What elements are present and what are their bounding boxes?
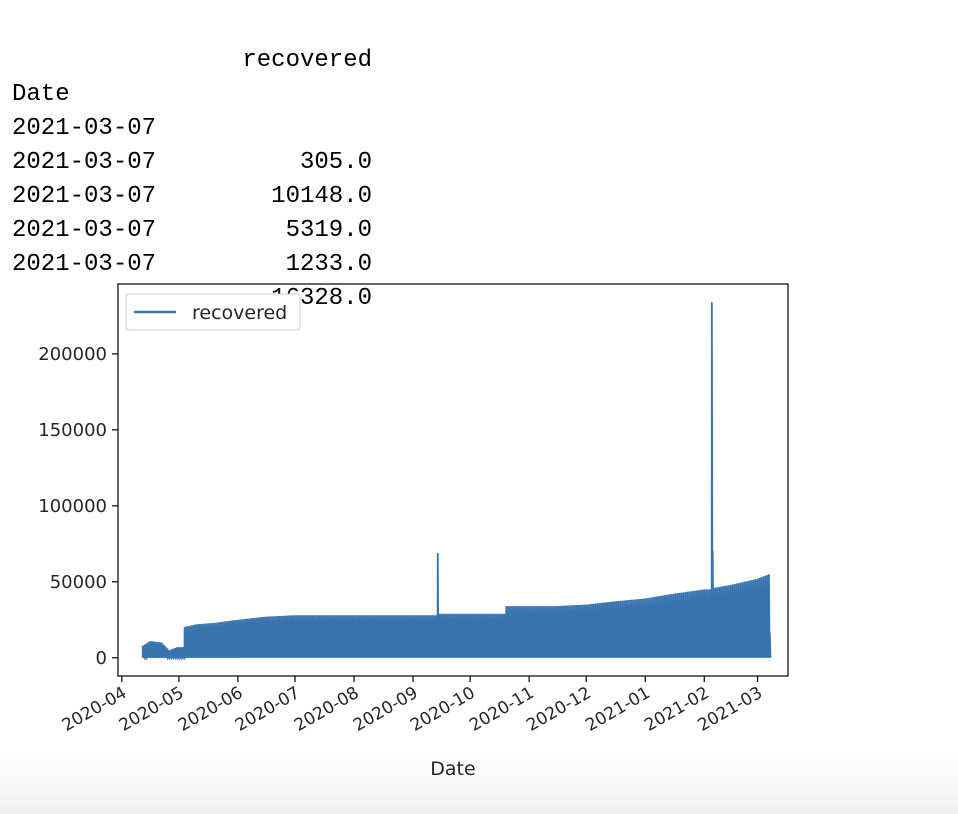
series-layer xyxy=(141,302,772,662)
y-axis: 0 50000 100000 150000 200000 xyxy=(38,344,118,669)
x-tick-label: 2020-11 xyxy=(466,683,538,736)
plot-frame xyxy=(117,283,789,677)
y-tick-label: 50000 xyxy=(50,572,107,593)
x-tick-label: 2020-04 xyxy=(59,683,131,736)
table-index-row: Date xyxy=(12,44,372,108)
row-date: 2021-03-07 xyxy=(12,115,157,142)
x-tick-label: 2021-01 xyxy=(582,683,654,736)
y-tick-label: 0 xyxy=(96,648,107,669)
row-recovered-value: 1233.0 xyxy=(285,251,372,278)
row-recovered-value: 10148.0 xyxy=(271,183,372,210)
y-tick-label: 200000 xyxy=(38,344,107,365)
index-name-label: Date xyxy=(12,81,70,108)
x-tick-label: 2020-07 xyxy=(232,683,304,736)
legend-entry-recovered: recovered xyxy=(192,302,287,324)
x-tick-label: 2020-05 xyxy=(116,683,188,736)
row-recovered-value: 5319.0 xyxy=(285,217,372,244)
row-date: 2021-03-07 xyxy=(12,149,157,176)
x-axis-label: Date xyxy=(430,758,475,780)
table-row: 2021-03-07 305.0 xyxy=(12,78,372,176)
legend[interactable]: recovered xyxy=(125,293,301,331)
x-tick-label: 2020-08 xyxy=(291,683,363,736)
x-tick-label: 2020-09 xyxy=(350,683,422,736)
series-line-recovered xyxy=(141,302,772,662)
table-row: 2021-03-07 10148.0 xyxy=(12,112,372,210)
column-header-recovered: recovered xyxy=(242,47,372,74)
y-tick-label: 150000 xyxy=(38,420,107,441)
table-header-row: recovered xyxy=(12,10,372,74)
x-axis: 2020-042020-052020-062020-072020-082020-… xyxy=(59,676,766,736)
row-date: 2021-03-07 xyxy=(12,251,157,278)
row-date: 2021-03-07 xyxy=(12,183,157,210)
legend-box xyxy=(125,293,301,331)
table-row: 2021-03-07 5319.0 xyxy=(12,146,372,244)
dataframe-output: recovered Date 2021-03-07 305.0 2021-03-… xyxy=(12,10,372,312)
table-row: 2021-03-07 1233.0 xyxy=(12,180,372,278)
x-tick-label: 2020-12 xyxy=(523,683,595,736)
row-recovered-value: 305.0 xyxy=(299,149,372,176)
table-row: 2021-03-07 16328.0 xyxy=(12,214,372,312)
row-date: 2021-03-07 xyxy=(12,217,157,244)
y-tick-label: 100000 xyxy=(38,496,107,517)
x-tick-label: 2020-10 xyxy=(407,683,479,736)
x-tick-label: 2020-06 xyxy=(175,683,247,736)
